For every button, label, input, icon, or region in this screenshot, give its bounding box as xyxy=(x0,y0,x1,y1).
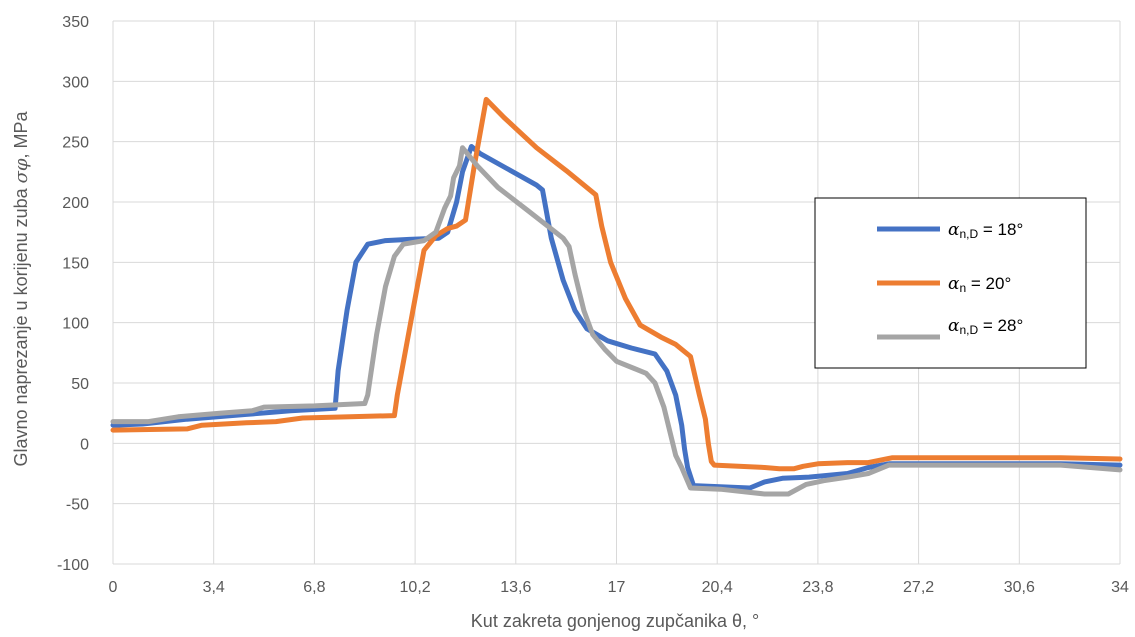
x-tick-label: 17 xyxy=(608,579,626,596)
y-tick-label: 50 xyxy=(71,376,89,393)
series-lines xyxy=(110,96,1123,497)
x-tick-label: 0 xyxy=(109,579,118,596)
legend-label-28: αn,D = 28° xyxy=(948,316,1023,337)
series-line-0 xyxy=(110,144,1123,491)
legend-item-20: αn = 20° xyxy=(877,274,1011,295)
series-line-2 xyxy=(110,145,1123,497)
legend: αn,D = 18° αn = 20° αn,D = 28° xyxy=(814,197,1087,369)
x-tick-label: 20,4 xyxy=(702,579,733,596)
x-axis-title: Kut zakreta gonjenog zupčanika θ, ° xyxy=(471,611,759,631)
y-tick-label: 200 xyxy=(62,195,89,212)
y-tick-label: 100 xyxy=(62,316,89,333)
y-tick-label: 300 xyxy=(62,74,89,91)
x-tick-label: 3,4 xyxy=(203,579,225,596)
x-tick-label: 6,8 xyxy=(303,579,325,596)
y-tick-label: -100 xyxy=(57,557,89,574)
legend-label-20: αn = 20° xyxy=(948,274,1011,295)
y-axis-title: Glavno naprezanje u korijenu zuba σφ, MP… xyxy=(11,110,32,466)
x-tick-label: 10,2 xyxy=(400,579,431,596)
legend-label-18: αn,D = 18° xyxy=(948,220,1023,241)
x-tick-label: 13,6 xyxy=(500,579,531,596)
x-tick-label: 30,6 xyxy=(1004,579,1035,596)
series-line-1 xyxy=(110,96,1123,472)
y-tick-label: 250 xyxy=(62,135,89,152)
y-tick-label: 0 xyxy=(80,436,89,453)
x-axis-tick-labels: 0 3,4 6,8 10,2 13,6 17 20,4 23,8 27,2 30,6 34 xyxy=(109,579,1129,596)
x-tick-label: 34 xyxy=(1111,579,1129,596)
legend-item-28: αn,D = 28° xyxy=(877,316,1023,340)
y-tick-label: 350 xyxy=(62,14,89,31)
x-tick-label: 23,8 xyxy=(802,579,833,596)
y-axis-tick-labels: -100 -50 0 50 100 150 200 250 300 350 xyxy=(57,14,89,574)
legend-box xyxy=(814,197,1087,369)
y-tick-label: 150 xyxy=(62,255,89,272)
x-tick-label: 27,2 xyxy=(903,579,934,596)
y-tick-label: -50 xyxy=(66,497,89,514)
legend-item-18: αn,D = 18° xyxy=(877,220,1023,241)
